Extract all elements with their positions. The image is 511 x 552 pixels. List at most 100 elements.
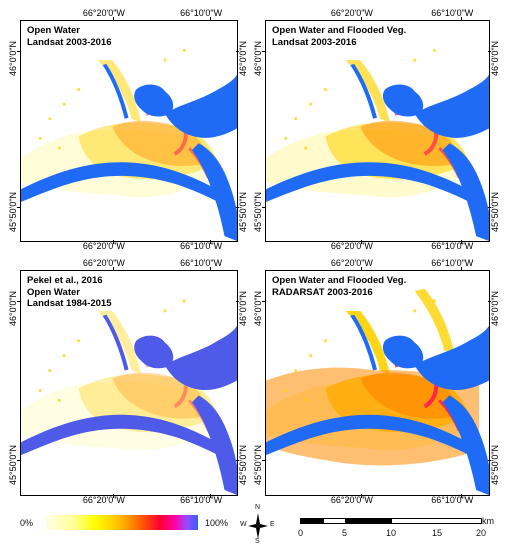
speckle-3	[163, 58, 167, 62]
speckle-4	[182, 299, 186, 303]
speckle-3	[413, 309, 417, 313]
main-river	[21, 162, 228, 207]
lat-tick-mark	[236, 301, 239, 303]
lat-tick-left: 45°50'0"N	[8, 445, 18, 486]
lon-tick-mark	[360, 240, 362, 244]
speckle-2	[77, 339, 81, 343]
panel-title-line: Open Water and Flooded Veg.	[272, 275, 407, 286]
tributary-flood	[345, 60, 390, 123]
lon-tick-mark	[461, 240, 463, 244]
lat-tick-mark	[262, 50, 265, 52]
lat-tick-left: 45°50'0"N	[253, 445, 263, 486]
panel-title-line: Landsat 2003-2016	[272, 36, 357, 48]
speckle-2	[323, 87, 327, 91]
lat-tick-right: 46°0'0"N	[490, 40, 500, 76]
north-arrow-icon: N S W E	[240, 504, 276, 547]
speckle-6	[284, 136, 288, 140]
lon-tick-mark	[461, 267, 463, 271]
lon-tick-bottom: 66°10'0"W	[180, 495, 223, 505]
compass-e: E	[270, 521, 275, 528]
speckle-3	[413, 58, 417, 62]
main-river	[266, 414, 480, 461]
lon-tick-top: 66°10'0"W	[431, 8, 474, 18]
lat-tick-right: 45°50'0"N	[490, 191, 500, 232]
speckle-6	[38, 136, 42, 140]
scale-tick-0: 0	[298, 528, 304, 538]
lat-tick-left: 46°0'0"N	[253, 291, 263, 327]
lat-tick-mark	[236, 50, 239, 52]
lon-tick-bottom: 66°20'0"W	[82, 241, 125, 251]
side-channel	[355, 417, 415, 431]
compass-s: S	[255, 538, 260, 545]
tributary	[102, 314, 129, 371]
scale-tick-5: 5	[342, 528, 348, 538]
speckle-5	[57, 146, 61, 150]
scale-tick-20: 20	[476, 528, 487, 538]
side-channel	[107, 417, 165, 431]
lat-tick-left: 46°0'0"N	[253, 40, 263, 76]
panel-title: Open Water Landsat 2003-2016	[27, 25, 112, 48]
lat-tick-right: 45°50'0"N	[238, 191, 248, 232]
map-panel-d: Open Water and Flooded Veg. RADARSAT 2003…	[265, 270, 490, 496]
lon-tick-bottom: 66°10'0"W	[431, 241, 474, 251]
lat-tick-mark	[488, 207, 491, 208]
lon-tick-bottom: 66°20'0"W	[330, 241, 373, 251]
map-panel-b: Open Water and Flooded Veg. Landsat 2003-…	[265, 20, 490, 242]
panel-title-line: Pekel et al., 2016	[27, 275, 103, 286]
scale-tick-10: 10	[386, 528, 397, 538]
grand-lake	[165, 325, 237, 391]
lon-tick-mark	[360, 267, 362, 271]
scale-tick-15: 15	[432, 528, 443, 538]
lon-tick-top: 66°20'0"W	[82, 8, 125, 18]
speckle-1	[62, 354, 66, 358]
scale-unit: km	[482, 516, 494, 526]
tributary	[350, 64, 378, 119]
compass-w: W	[240, 521, 247, 528]
lon-tick-top: 66°20'0"W	[330, 8, 373, 18]
lon-tick-bottom: 66°10'0"W	[180, 241, 223, 251]
scale-bar	[300, 518, 482, 524]
lat-tick-mark	[17, 207, 20, 208]
lat-tick-left: 45°50'0"N	[253, 191, 263, 232]
lat-tick-mark	[488, 301, 491, 303]
panel-title-line: Open Water and Flooded Veg.	[272, 25, 407, 36]
speckle-1	[62, 102, 66, 106]
map-canvas	[21, 299, 237, 495]
lon-tick-mark	[461, 17, 463, 21]
grand-lake	[414, 325, 489, 391]
compass-n: N	[255, 504, 261, 511]
lon-tick-mark	[210, 240, 212, 244]
map-panel-a: Open Water Landsat 2003-2016	[20, 20, 238, 242]
speckle-4	[433, 48, 436, 52]
lon-tick-mark	[360, 494, 362, 498]
lon-tick-mark	[210, 494, 212, 498]
lat-tick-mark	[236, 207, 239, 208]
legend-min-label: 0%	[20, 518, 34, 528]
lat-tick-left: 46°0'0"N	[8, 40, 18, 76]
main-river	[266, 162, 480, 207]
lat-tick-right: 46°0'0"N	[238, 40, 248, 76]
lat-tick-mark	[17, 50, 20, 52]
tributary	[350, 314, 378, 371]
speckle-6	[38, 388, 42, 392]
lon-tick-mark	[112, 494, 114, 498]
lon-tick-mark	[210, 267, 212, 271]
speckle-5	[304, 146, 308, 150]
lon-tick-mark	[210, 17, 212, 21]
lat-tick-mark	[262, 460, 265, 462]
speckle-0	[48, 117, 52, 121]
lon-tick-bottom: 66°20'0"W	[82, 495, 125, 505]
main-river	[21, 414, 228, 461]
lat-tick-right: 46°0'0"N	[490, 291, 500, 327]
lat-tick-left: 46°0'0"N	[8, 291, 18, 327]
panel-title-line: RADARSAT 2003-2016	[272, 286, 373, 298]
lon-tick-mark	[112, 267, 114, 271]
lake	[134, 84, 174, 117]
speckle-1	[309, 102, 313, 106]
legend-max-label: 100%	[205, 518, 229, 528]
lon-tick-top: 66°20'0"W	[82, 258, 125, 268]
panel-title-line: Landsat 2003-2016	[27, 36, 112, 48]
speckle-0	[48, 369, 52, 373]
speckle-2	[77, 87, 81, 91]
speckle-1	[309, 354, 313, 358]
